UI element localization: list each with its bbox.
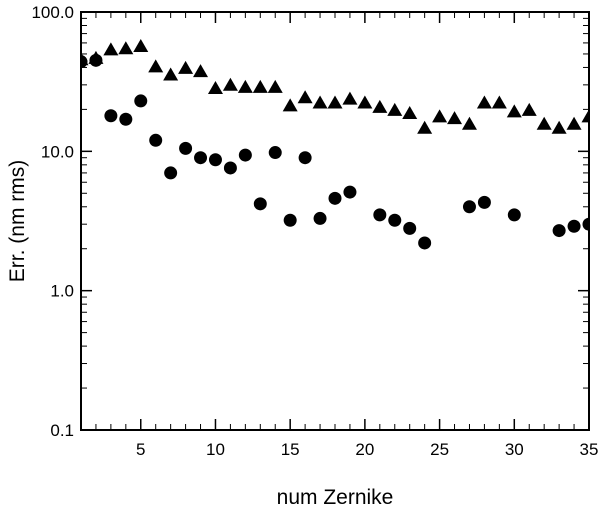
y-tick-label: 0.1 (50, 421, 74, 440)
triangle-point (461, 116, 477, 130)
circle-point (283, 213, 297, 227)
circle-point (477, 195, 491, 209)
triangle-point (536, 116, 552, 130)
circle-point (104, 109, 118, 123)
x-tick-label: 25 (430, 440, 449, 459)
circle-point (507, 208, 521, 222)
triangle-point (133, 39, 149, 53)
x-tick-label: 15 (281, 440, 300, 459)
circle-point (343, 185, 357, 199)
triangle-point (103, 42, 119, 56)
x-axis-title: num Zernike (277, 486, 394, 509)
triangle-point (193, 64, 209, 78)
circle-point (149, 133, 163, 147)
y-axis-title: Err. (nm rms) (6, 160, 29, 282)
triangle-point (551, 120, 567, 134)
triangle-point (447, 111, 463, 125)
triangle-point (252, 79, 268, 93)
triangle-point (163, 67, 179, 81)
x-tick-label: 10 (206, 440, 225, 459)
circle-point (223, 161, 237, 175)
tick-labels: 5 10 15 20 25 30 35 0.1 1.0 10.0 100.0 (31, 3, 598, 459)
axis-ticks (80, 11, 590, 431)
triangle-point (178, 60, 194, 74)
triangle-point (342, 91, 358, 105)
triangle-point (237, 79, 253, 93)
circle-point (373, 208, 387, 222)
triangle-point (417, 120, 433, 134)
circle-point (418, 236, 432, 250)
triangle-point (506, 104, 522, 118)
triangle-point (581, 109, 590, 123)
x-tick-label: 20 (355, 440, 374, 459)
triangle-point (387, 102, 403, 116)
triangle-point (327, 95, 343, 109)
triangle-point (521, 102, 537, 116)
circle-point (552, 224, 566, 238)
circle-point (462, 200, 476, 214)
triangle-point (207, 80, 223, 94)
circle-point (238, 148, 252, 162)
x-tick-label: 30 (505, 440, 524, 459)
circle-point (268, 146, 282, 160)
circle-point (194, 151, 208, 165)
triangle-point (476, 95, 492, 109)
y-tick-label: 100.0 (31, 3, 74, 22)
data-marks (80, 39, 590, 250)
circle-point (388, 213, 402, 227)
circle-point (164, 166, 178, 180)
circle-point (179, 141, 193, 155)
circle-point (119, 112, 133, 126)
x-tick-label: 5 (136, 440, 145, 459)
y-tick-label: 1.0 (50, 282, 74, 301)
triangle-point (312, 95, 328, 109)
triangle-point (357, 95, 373, 109)
triangle-point (222, 77, 238, 91)
triangle-point (118, 41, 134, 55)
x-tick-label: 35 (580, 440, 599, 459)
circle-point (328, 191, 342, 205)
triangle-point (297, 90, 313, 104)
circle-point (313, 211, 327, 225)
circle-point (89, 53, 103, 67)
circle-point (134, 94, 148, 108)
triangle-point (491, 95, 507, 109)
triangle-point (282, 98, 298, 112)
triangle-point (267, 79, 283, 93)
circle-point (567, 219, 581, 233)
triangle-point (148, 59, 164, 73)
triangle-point (432, 109, 448, 123)
triangle-point (372, 99, 388, 113)
y-tick-label: 10.0 (41, 142, 74, 161)
triangle-point (566, 116, 582, 130)
triangle-point (402, 106, 418, 120)
circle-point (403, 221, 417, 235)
circle-point (298, 151, 312, 165)
circle-point (253, 197, 267, 211)
circle-point (208, 153, 222, 167)
